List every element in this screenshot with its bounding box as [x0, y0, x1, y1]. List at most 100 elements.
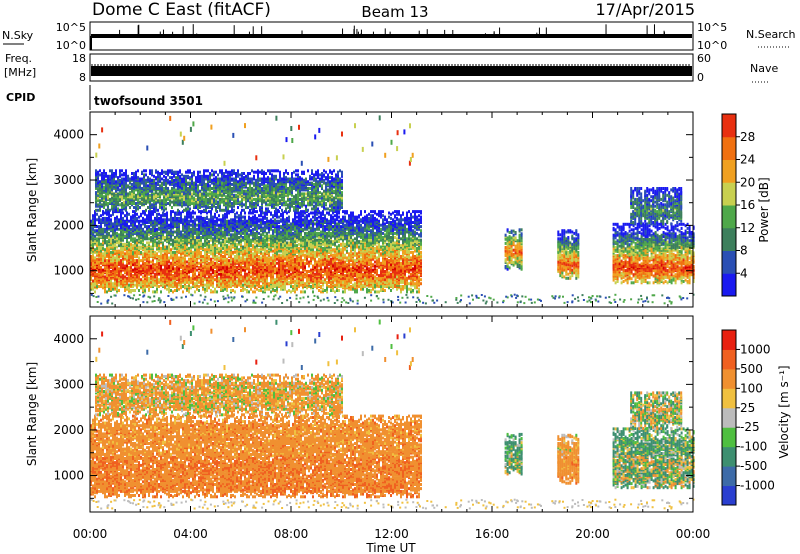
echo-cell	[304, 261, 306, 265]
echo-cell	[310, 278, 312, 282]
echo-cell	[198, 285, 200, 288]
echo-cell	[160, 290, 162, 294]
echo-cell	[170, 218, 172, 222]
echo-cell	[286, 275, 288, 279]
echo-cell	[214, 272, 216, 276]
echo-cell	[164, 272, 166, 276]
echo-cell	[130, 289, 132, 292]
echo-cell	[274, 238, 276, 242]
echo-cell	[146, 225, 148, 229]
echo-cell	[92, 248, 94, 252]
echo-cell	[210, 210, 212, 214]
echo-cell	[218, 268, 220, 272]
echo-cell	[258, 255, 260, 258]
echo-cell	[254, 260, 256, 264]
echo-cell	[318, 268, 320, 272]
echo-cell	[226, 211, 228, 215]
echo-cell	[238, 236, 240, 239]
echo-cell	[268, 261, 270, 265]
echo-cell	[324, 231, 326, 235]
echo-cell	[322, 219, 324, 223]
echo-cell	[212, 275, 214, 279]
echo-cell	[286, 259, 288, 263]
freq-strip-frame	[89, 53, 694, 82]
echo-cell	[104, 267, 106, 271]
echo-cell	[274, 212, 276, 216]
echo-cell	[106, 271, 108, 275]
echo-cell	[204, 287, 206, 291]
echo-cell	[130, 263, 132, 267]
echo-cell	[294, 290, 296, 294]
echo-cell	[200, 238, 202, 242]
echo-cell	[296, 255, 298, 258]
echo-cell	[92, 256, 94, 260]
echo-cell	[274, 242, 276, 246]
echo-cell	[248, 222, 250, 226]
echo-cell	[190, 230, 192, 234]
echo-cell	[132, 250, 134, 254]
echo-cell	[322, 279, 324, 283]
echo-cell	[170, 252, 172, 256]
echo-cell	[182, 271, 184, 275]
echo-cell	[178, 287, 180, 291]
echo-cell	[182, 218, 184, 222]
echo-cell	[274, 256, 276, 260]
echo-cell	[210, 263, 212, 267]
nsearch-label: N.Search	[746, 28, 796, 41]
echo-cell	[314, 222, 316, 226]
echo-cell	[290, 272, 292, 276]
echo-cell	[262, 218, 264, 222]
echo-cell	[254, 276, 256, 280]
echo-cell	[276, 287, 278, 291]
echo-cell	[202, 245, 204, 249]
echo-cell	[104, 287, 106, 291]
echo-cell	[94, 229, 96, 233]
echo-cell	[228, 233, 230, 237]
echo-cell	[322, 268, 324, 272]
echo-cell	[302, 278, 304, 282]
echo-cell	[140, 219, 142, 223]
echo-cell	[138, 215, 140, 219]
echo-cell	[326, 240, 328, 244]
echo-cell	[190, 279, 192, 283]
echo-cell	[322, 287, 324, 291]
echo-cell	[324, 234, 326, 238]
echo-cell	[94, 259, 96, 263]
echo-cell	[224, 230, 226, 234]
echo-cell	[128, 248, 130, 252]
echo-cell	[274, 230, 276, 234]
echo-cell	[106, 265, 108, 269]
echo-cell	[124, 252, 126, 256]
echo-cell	[128, 271, 130, 275]
echo-cell	[256, 210, 258, 214]
echo-cell	[90, 255, 92, 258]
echo-cell	[286, 264, 288, 268]
echo-cell	[134, 230, 136, 234]
echo-cell	[190, 276, 192, 280]
echo-cell	[158, 240, 160, 244]
echo-cell	[316, 264, 318, 268]
echo-cell	[132, 210, 134, 214]
echo-cell	[220, 275, 222, 279]
echo-cell	[196, 275, 198, 279]
echo-cell	[238, 214, 240, 218]
echo-cell	[210, 227, 212, 231]
echo-cell	[308, 250, 310, 254]
echo-cell	[206, 221, 208, 224]
echo-cell	[240, 275, 242, 279]
echo-cell	[190, 219, 192, 223]
echo-cell	[114, 267, 116, 271]
echo-cell	[208, 261, 210, 265]
echo-cell	[186, 215, 188, 219]
echo-cell	[274, 278, 276, 282]
echo-cell	[304, 226, 306, 230]
echo-cell	[188, 249, 190, 253]
echo-cell	[96, 285, 98, 288]
echo-cell	[296, 222, 298, 226]
echo-cell	[128, 252, 130, 256]
echo-cell	[158, 216, 160, 220]
echo-cell	[196, 259, 198, 263]
echo-cell	[122, 276, 124, 280]
echo-cell	[118, 289, 120, 292]
echo-cell	[116, 283, 118, 287]
